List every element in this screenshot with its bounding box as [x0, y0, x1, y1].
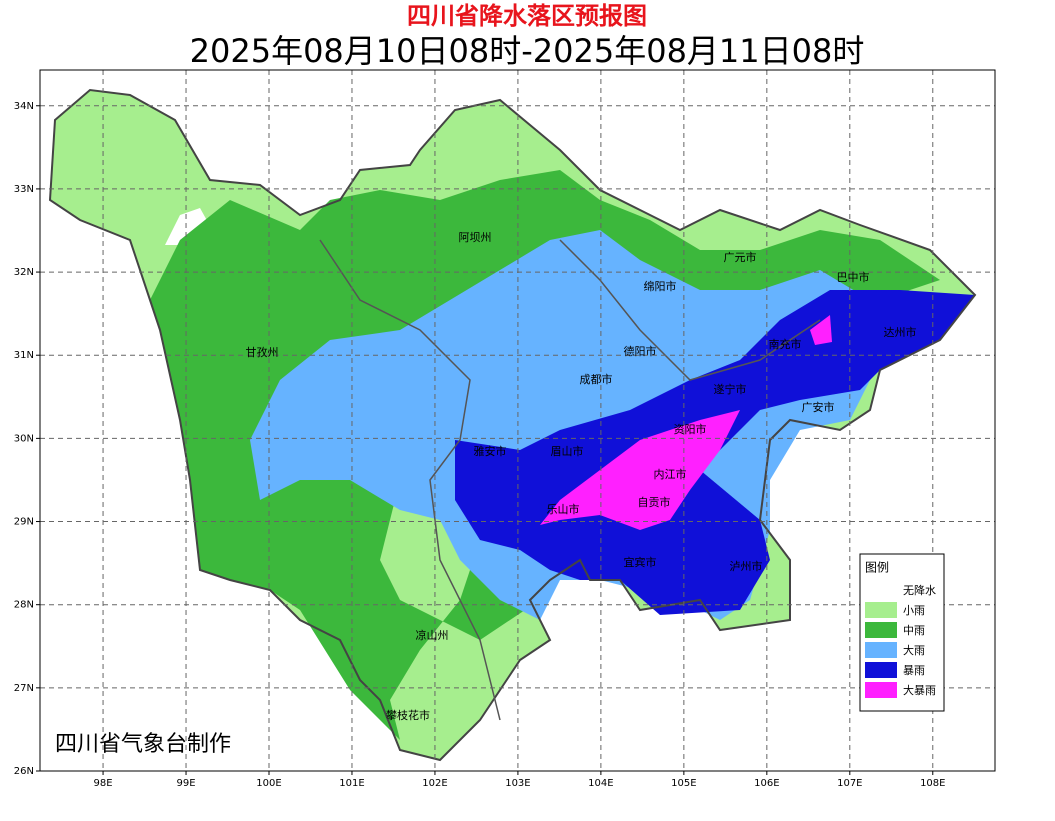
legend-swatch — [865, 622, 897, 638]
legend-label: 大雨 — [903, 643, 925, 657]
legend-swatch — [865, 682, 897, 698]
city-label: 眉山市 — [551, 444, 584, 458]
city-label: 甘孜州 — [246, 345, 279, 359]
city-label: 凉山州 — [416, 628, 449, 642]
province-outline — [48, 88, 977, 762]
legend-label: 小雨 — [903, 604, 925, 617]
x-tick-label: 101E — [339, 778, 364, 789]
city-label: 阿坝州 — [459, 230, 492, 244]
city-label: 绵阳市 — [644, 279, 677, 293]
city-label: 达州市 — [884, 325, 917, 339]
credit: 四川省气象台制作 — [55, 732, 231, 757]
legend-swatch — [865, 642, 897, 658]
city-label: 资阳市 — [674, 422, 707, 436]
y-tick-label: 29N — [14, 517, 34, 528]
city-label: 成都市 — [580, 372, 613, 386]
city-label: 南充市 — [769, 337, 802, 351]
y-tick-label: 30N — [14, 433, 34, 444]
x-tick-label: 98E — [94, 778, 113, 789]
y-tick-label: 32N — [14, 267, 34, 278]
city-label: 乐山市 — [547, 502, 580, 516]
city-label: 宜宾市 — [624, 555, 657, 569]
city-label: 攀枝花市 — [386, 708, 430, 722]
x-tick-label: 104E — [588, 778, 613, 789]
legend-swatch — [865, 582, 897, 598]
precip-layer — [48, 88, 977, 762]
city-label: 巴中市 — [837, 270, 870, 284]
city-label: 雅安市 — [474, 444, 507, 458]
y-tick-label: 27N — [14, 683, 34, 694]
map-subtitle: 2025年08月10日08时-2025年08月11日08时 — [190, 32, 865, 70]
legend-label: 中雨 — [903, 624, 925, 637]
city-label: 泸州市 — [730, 559, 763, 573]
y-tick-label: 28N — [14, 600, 34, 611]
x-tick-label: 102E — [422, 778, 447, 789]
y-tick-label: 31N — [14, 350, 34, 361]
city-label: 自贡市 — [638, 495, 671, 509]
x-tick-label: 106E — [754, 778, 779, 789]
legend-label: 暴雨 — [903, 664, 925, 677]
region-heavy-rainstorm — [540, 410, 740, 530]
city-labels: 阿坝州 广元市 巴中市 绵阳市 甘孜州 德阳市 成都市 达州市 南充市 遂宁市 … — [246, 230, 917, 722]
city-label: 德阳市 — [624, 344, 657, 358]
x-tick-label: 105E — [671, 778, 696, 789]
x-tick-label: 108E — [920, 778, 945, 789]
legend-title: 图例 — [865, 561, 889, 575]
y-tick-label: 34N — [14, 101, 34, 112]
y-tick-label: 26N — [14, 766, 34, 777]
x-tick-label: 100E — [256, 778, 281, 789]
city-label: 遂宁市 — [714, 382, 747, 396]
y-tick-label: 33N — [14, 184, 34, 195]
x-tick-label: 107E — [837, 778, 862, 789]
map-frame — [39, 69, 996, 772]
legend-swatch — [865, 662, 897, 678]
region-heavy-rainstorm — [810, 315, 832, 345]
city-label: 广元市 — [724, 250, 757, 264]
x-tick-label: 103E — [505, 778, 530, 789]
region-moderate-rain — [150, 170, 940, 740]
prefecture-border — [319, 239, 501, 721]
legend-label: 大暴雨 — [903, 683, 936, 697]
city-label: 广安市 — [802, 400, 835, 414]
legend-label: 无降水 — [903, 583, 936, 597]
x-tick-label: 99E — [177, 778, 196, 789]
legend-swatch — [865, 602, 897, 618]
city-label: 内江市 — [654, 467, 687, 481]
map-title: 四川省降水落区预报图 — [407, 2, 647, 30]
